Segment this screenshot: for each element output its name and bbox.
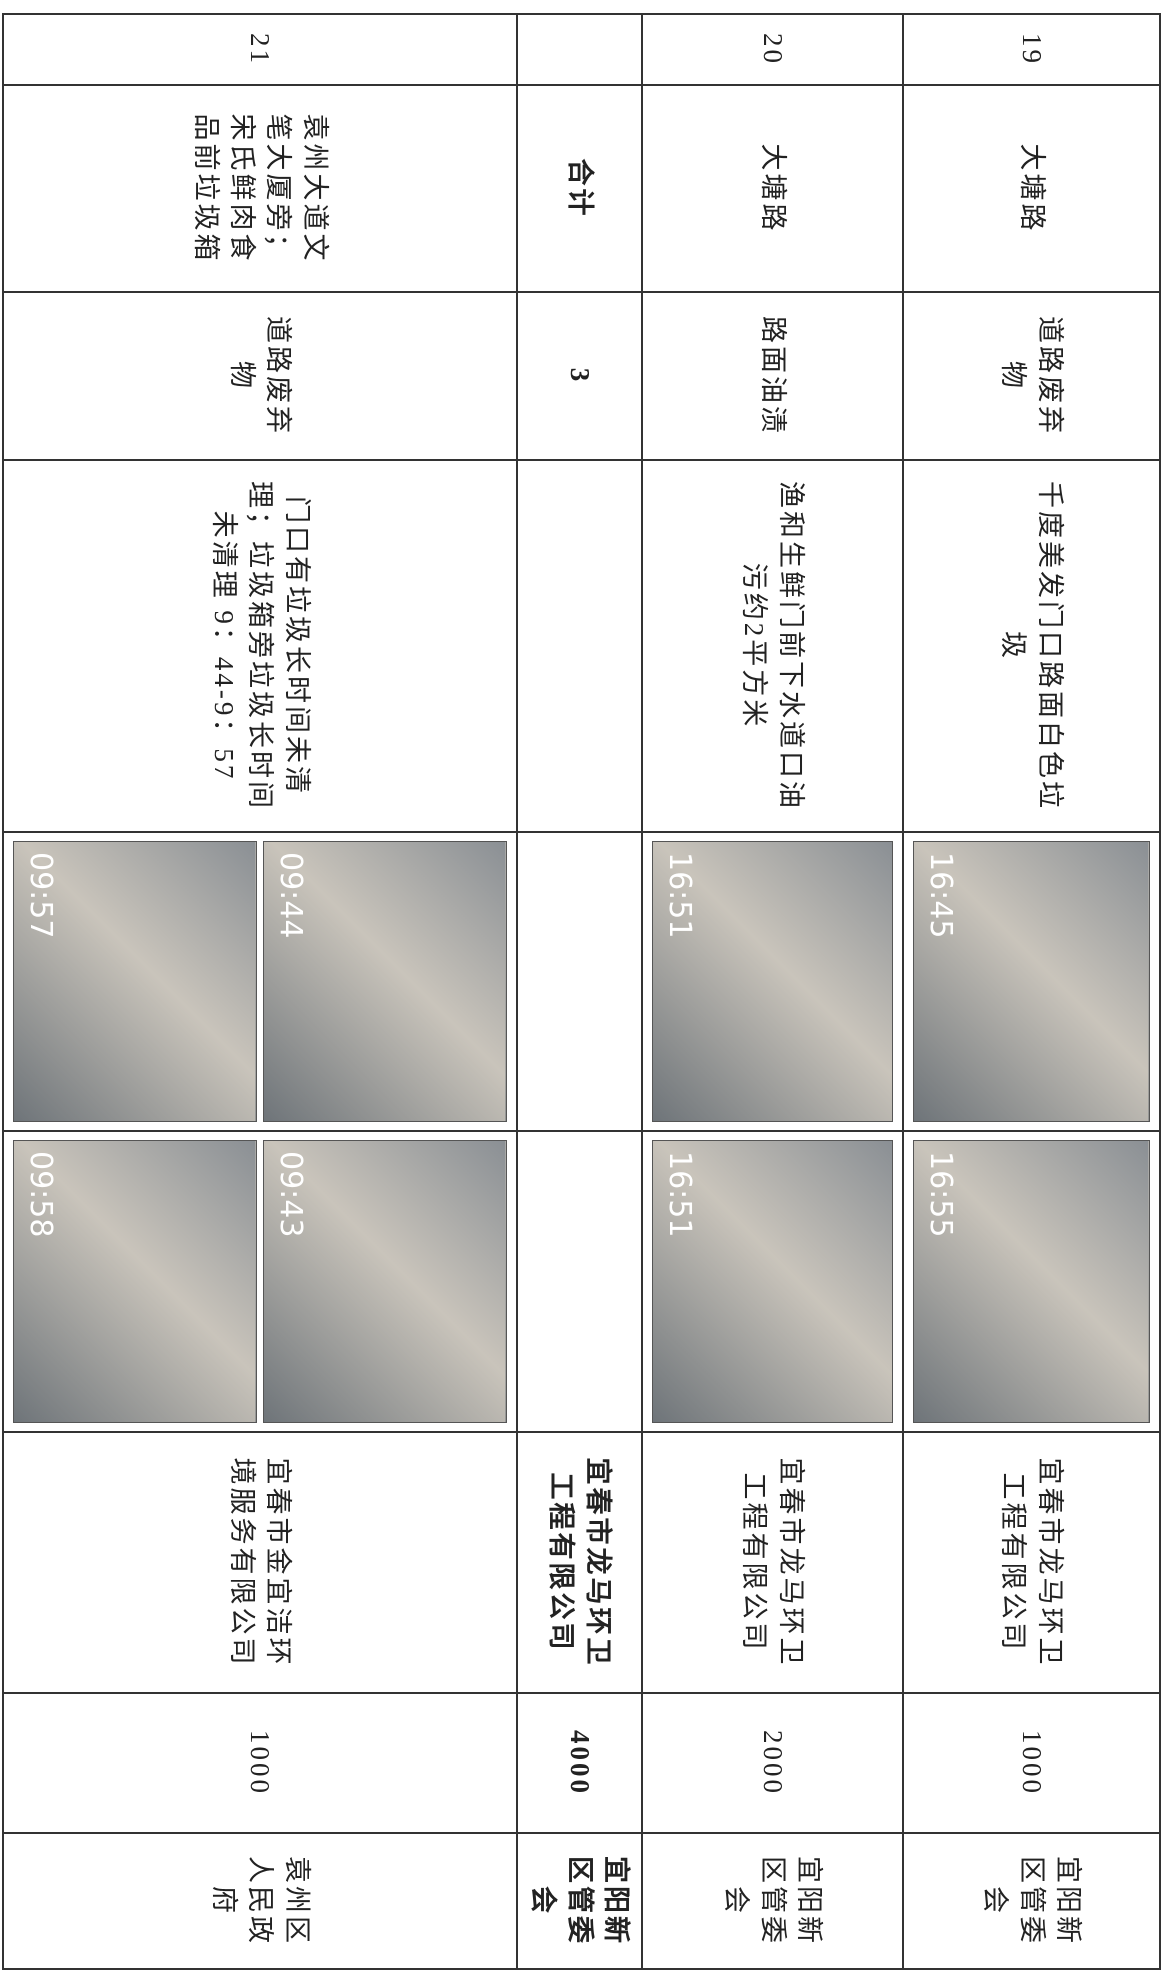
photo: 16:55: [913, 1140, 1150, 1423]
photo-cell: [517, 832, 642, 1131]
table-row: 19 大塘路 道路废弃物 千度美发门口路面白色垃圾 16:45 16:55 宜春市龙马环卫工…: [903, 14, 1160, 1969]
road-name: 袁州大道文笔大厦旁；宋氏鲜肉食品前垃圾箱: [3, 85, 517, 292]
photo-timestamp: 09:43: [273, 1151, 309, 1238]
company: 宜春市龙马环卫工程有限公司: [642, 1432, 903, 1693]
photo: 16:45: [913, 841, 1150, 1122]
row-number: 20: [642, 14, 903, 85]
row-number: 21: [3, 14, 517, 85]
department: 袁州区人民政府: [3, 1833, 517, 1969]
amount: 1000: [3, 1693, 517, 1833]
company: 宜春市龙马环卫工程有限公司: [903, 1432, 1160, 1693]
table-row: 合计 3 宜春市龙马环卫工程有限公司 4000 宜阳新区管委会: [517, 14, 642, 1969]
photo-timestamp: 09:44: [273, 852, 309, 939]
issue-description: 千度美发门口路面白色垃圾: [903, 460, 1160, 832]
department: 宜阳新区管委会: [642, 1833, 903, 1969]
photo-timestamp: 16:51: [662, 852, 698, 939]
report-table: 19 大塘路 道路废弃物 千度美发门口路面白色垃圾 16:45 16:55 宜春市龙马环卫工…: [2, 13, 1161, 1970]
issue-type: 路面油渍: [642, 292, 903, 460]
photo-group: 09:43 09:58: [13, 1140, 507, 1423]
photo-group: 16:55: [913, 1140, 1150, 1423]
photo: 09:44: [263, 841, 507, 1122]
photo-group: 16:45: [913, 841, 1150, 1122]
photo-timestamp: 16:55: [923, 1151, 959, 1238]
company: 宜春市金宜洁环境服务有限公司: [3, 1432, 517, 1693]
photo-group: 16:51: [652, 841, 893, 1122]
photo: 16:51: [652, 1140, 893, 1423]
row-number: [517, 14, 642, 85]
photo-cell: 09:43 09:58: [3, 1131, 517, 1432]
photo: 16:51: [652, 841, 893, 1122]
photo-cell: [517, 1131, 642, 1432]
photo-cell: 09:44 09:57: [3, 832, 517, 1131]
photo-timestamp: 09:58: [23, 1151, 59, 1238]
photo-group: 09:44 09:57: [13, 841, 507, 1122]
table-row: 21 袁州大道文笔大厦旁；宋氏鲜肉食品前垃圾箱 道路废弃物 门口有垃圾长时间未清理；垃…: [3, 14, 517, 1969]
table-row: 20 大塘路 路面油渍 渔和生鲜门前下水道口油污约2平方米 16:51 16:51 宜春市龙…: [642, 14, 903, 1969]
issue-description: 渔和生鲜门前下水道口油污约2平方米: [642, 460, 903, 832]
issue-description: [517, 460, 642, 832]
photo-timestamp: 09:57: [23, 852, 59, 939]
photo-timestamp: 16:51: [662, 1151, 698, 1238]
photo: 09:58: [13, 1140, 257, 1423]
amount: 1000: [903, 1693, 1160, 1833]
photo-cell: 16:51: [642, 832, 903, 1131]
amount: 4000: [517, 1693, 642, 1833]
road-name: 大塘路: [903, 85, 1160, 292]
amount: 2000: [642, 1693, 903, 1833]
department: 宜阳新区管委会: [517, 1833, 642, 1969]
road-name: 合计: [517, 85, 642, 292]
issue-type: 道路废弃物: [3, 292, 517, 460]
issue-description: 门口有垃圾长时间未清理；垃圾箱旁垃圾长时间未清理 9：44-9：57: [3, 460, 517, 832]
photo-cell: 16:55: [903, 1131, 1160, 1432]
photo: 09:43: [263, 1140, 507, 1423]
road-name: 大塘路: [642, 85, 903, 292]
photo-timestamp: 16:45: [923, 852, 959, 939]
photo-cell: 16:51: [642, 1131, 903, 1432]
photo-group: 16:51: [652, 1140, 893, 1423]
issue-type: 3: [517, 292, 642, 460]
department: 宜阳新区管委会: [903, 1833, 1160, 1969]
company: 宜春市龙马环卫工程有限公司: [517, 1432, 642, 1693]
photo: 09:57: [13, 841, 257, 1122]
photo-cell: 16:45: [903, 832, 1160, 1131]
row-number: 19: [903, 14, 1160, 85]
issue-type: 道路废弃物: [903, 292, 1160, 460]
